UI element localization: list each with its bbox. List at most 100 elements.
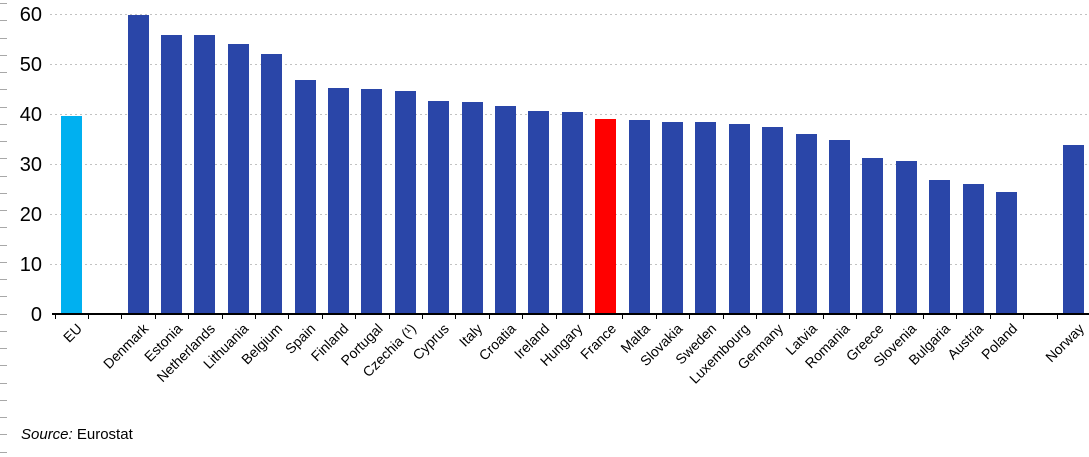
x-axis-tick xyxy=(755,315,757,319)
x-axis-tick xyxy=(856,315,858,319)
bar-spain xyxy=(294,79,316,315)
ruler-tick xyxy=(0,210,7,211)
x-axis-tick xyxy=(655,315,657,319)
x-label-france: France xyxy=(577,320,620,363)
x-label-austria: Austria xyxy=(944,320,987,363)
x-axis-tick xyxy=(822,315,824,319)
y-axis-label: 30 xyxy=(19,153,42,176)
x-axis-tick xyxy=(355,315,357,319)
x-axis-tick xyxy=(121,315,123,319)
ruler-tick xyxy=(0,158,7,159)
ruler-tick xyxy=(0,331,7,332)
ruler-tick xyxy=(0,55,7,56)
x-axis-tick xyxy=(1056,315,1058,319)
y-axis-label: 10 xyxy=(19,253,42,276)
ruler-tick xyxy=(0,365,7,366)
ruler-tick xyxy=(0,72,7,73)
x-label-norway: Norway xyxy=(1041,320,1087,366)
bar-slovakia xyxy=(661,121,683,315)
ruler-tick xyxy=(0,107,7,108)
y-axis-label: 60 xyxy=(19,3,42,26)
x-label-croatia: Croatia xyxy=(475,320,519,364)
ruler-tick xyxy=(0,227,7,228)
bar-cyprus xyxy=(428,100,450,315)
bar-malta xyxy=(628,120,650,315)
gridline-60 xyxy=(50,14,1089,15)
x-axis-tick xyxy=(722,315,724,319)
ruler-tick xyxy=(0,417,7,418)
x-label-cyprus: Cyprus xyxy=(409,320,453,363)
ruler-tick xyxy=(0,176,7,177)
y-axis-label: 20 xyxy=(19,203,42,226)
x-axis-tick xyxy=(789,315,791,319)
x-axis-line xyxy=(52,313,1089,315)
source-value: Eurostat xyxy=(76,426,133,443)
bar-germany xyxy=(762,126,784,315)
bar-luxembourg xyxy=(728,124,750,315)
x-axis-tick xyxy=(388,315,390,319)
x-axis-tick xyxy=(588,315,590,319)
ruler-tick xyxy=(0,38,7,39)
x-axis-tick xyxy=(555,315,557,319)
bar-austria xyxy=(962,183,984,315)
ruler-tick xyxy=(0,141,7,142)
x-axis-tick xyxy=(989,315,991,319)
gridline-50 xyxy=(50,64,1089,65)
bar-netherlands xyxy=(194,35,216,315)
bar-france xyxy=(595,119,617,315)
bar-portugal xyxy=(361,89,383,315)
x-axis-tick xyxy=(321,315,323,319)
bar-croatia xyxy=(494,106,516,315)
bar-finland xyxy=(327,88,349,315)
x-axis-tick xyxy=(421,315,423,319)
ruler-tick xyxy=(0,400,7,401)
bar-romania xyxy=(828,139,850,315)
bar-greece xyxy=(862,157,884,315)
x-axis-tick xyxy=(154,315,156,319)
ruler-tick xyxy=(0,262,7,263)
x-axis-tick xyxy=(922,315,924,319)
x-label-eu: EU xyxy=(59,320,85,346)
ruler-tick xyxy=(0,296,7,297)
bar-eu xyxy=(60,115,82,315)
y-axis-label: 40 xyxy=(19,103,42,126)
x-axis-tick xyxy=(455,315,457,319)
ruler-tick xyxy=(0,193,7,194)
bar-denmark xyxy=(127,14,149,315)
x-axis-tick xyxy=(254,315,256,319)
ruler-tick xyxy=(0,89,7,90)
bar-belgium xyxy=(261,54,283,315)
bar-latvia xyxy=(795,133,817,315)
x-axis-tick xyxy=(221,315,223,319)
ruler-tick xyxy=(0,3,7,4)
ruler-tick xyxy=(0,434,7,435)
bar-hungary xyxy=(561,112,583,315)
bar-norway xyxy=(1062,145,1084,315)
y-axis-label: 0 xyxy=(30,303,42,326)
ruler-tick xyxy=(0,124,7,125)
ruler-tick xyxy=(0,245,7,246)
x-axis-tick xyxy=(288,315,290,319)
bar-sweden xyxy=(695,122,717,315)
ruler-tick xyxy=(0,348,7,349)
x-axis-tick xyxy=(188,315,190,319)
x-axis-tick xyxy=(889,315,891,319)
bar-slovenia xyxy=(895,160,917,315)
bar-poland xyxy=(995,192,1017,315)
x-axis-tick xyxy=(54,315,56,319)
ruler-tick xyxy=(0,383,7,384)
x-axis-tick xyxy=(522,315,524,319)
x-axis-tick xyxy=(87,315,89,319)
x-axis-tick xyxy=(488,315,490,319)
bar-czechia xyxy=(394,91,416,315)
bar-bulgaria xyxy=(929,179,951,315)
bar-estonia xyxy=(160,34,182,315)
bar-italy xyxy=(461,101,483,315)
x-label-denmark: Denmark xyxy=(100,320,152,372)
source-label: Source: xyxy=(21,426,73,443)
ruler-tick xyxy=(0,20,7,21)
x-axis-tick xyxy=(622,315,624,319)
x-axis-tick xyxy=(956,315,958,319)
x-label-poland: Poland xyxy=(977,320,1020,363)
